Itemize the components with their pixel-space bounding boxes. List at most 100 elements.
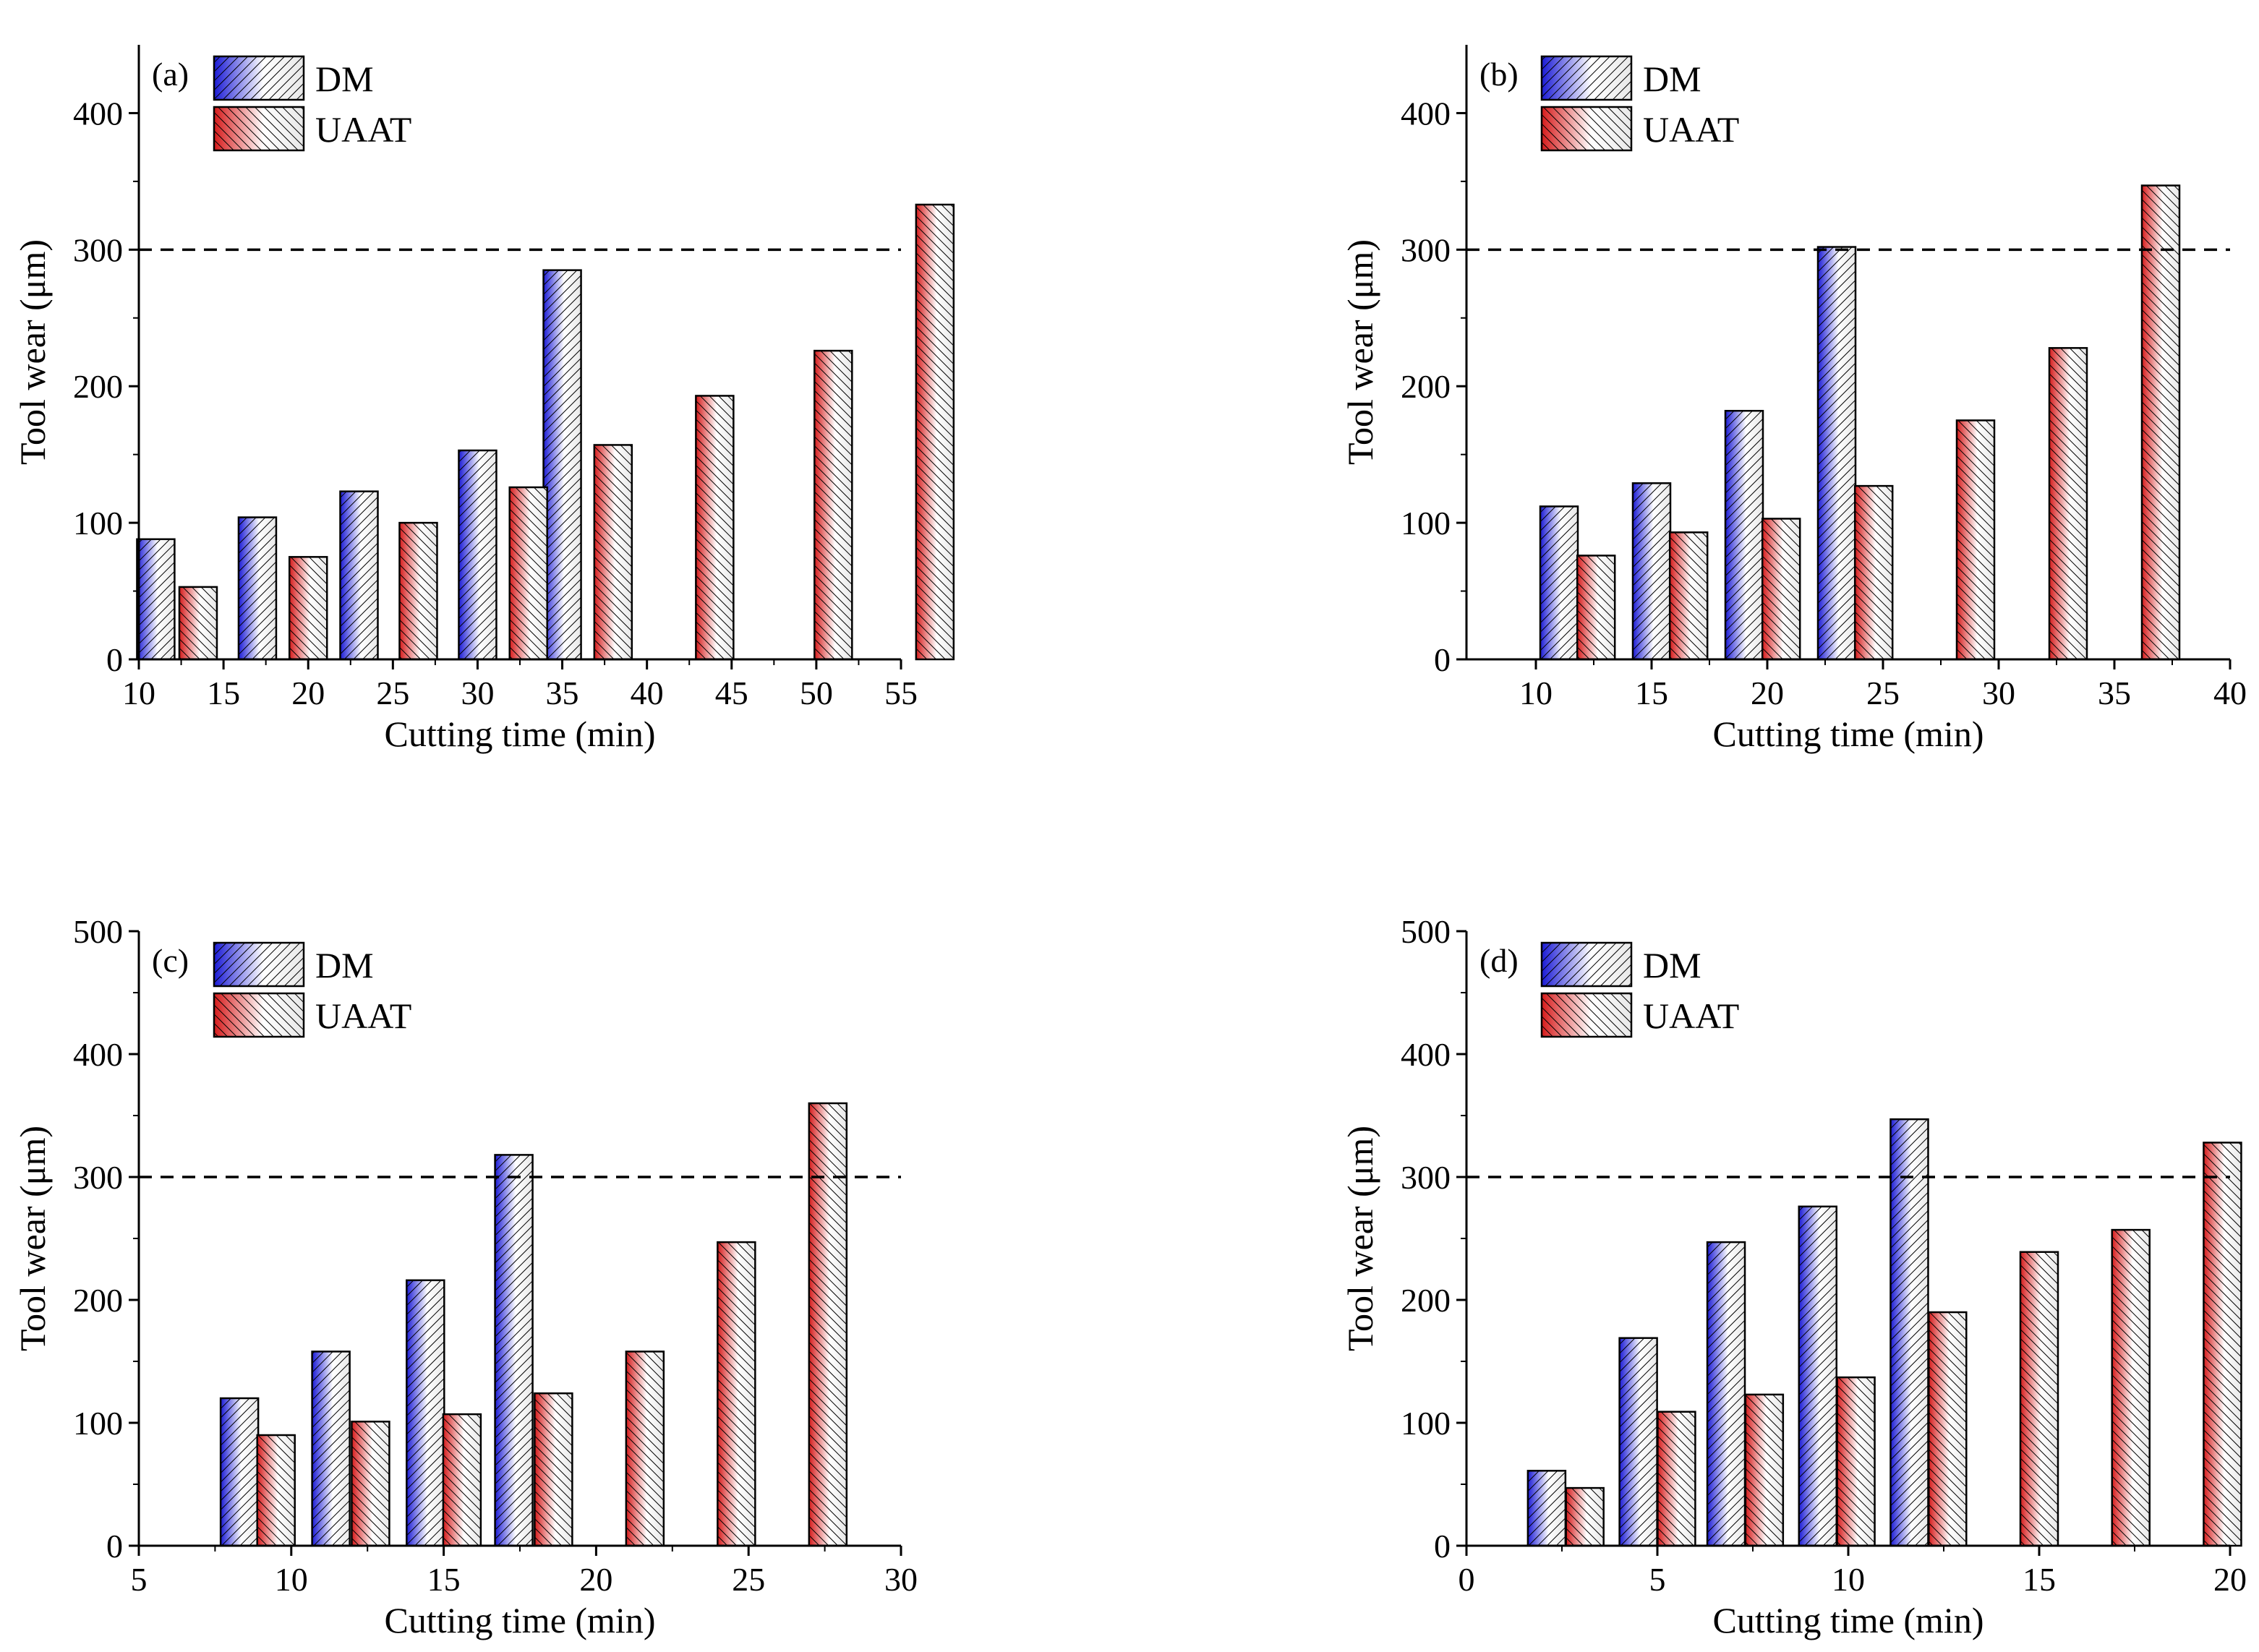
- bar-dm: [1798, 1205, 1838, 1547]
- y-tick-label: 400: [1401, 95, 1451, 132]
- bar-dm: [311, 1351, 351, 1547]
- x-tick-label: 20: [579, 1561, 612, 1598]
- x-tick-label: 40: [2213, 675, 2247, 711]
- y-tick-label: 400: [73, 1036, 123, 1073]
- bar-dm: [494, 1154, 534, 1547]
- bar-uaat: [2111, 1228, 2151, 1547]
- panel-label: (a): [152, 56, 189, 93]
- x-tick-label: 20: [291, 675, 325, 711]
- y-tick-label: 300: [1401, 1159, 1451, 1196]
- bar-dm: [339, 490, 379, 661]
- x-tick-label: 20: [1751, 675, 1784, 711]
- bar-uaat: [1565, 1486, 1605, 1547]
- bar-dm: [1526, 1470, 1567, 1547]
- y-tick-label: 0: [106, 641, 123, 678]
- x-tick-label: 35: [546, 675, 579, 711]
- legend-label-uaat: UAAT: [1643, 996, 1739, 1036]
- legend-item-dm: DM: [213, 941, 374, 988]
- y-tick-label: 200: [73, 368, 123, 405]
- y-tick-label: 100: [73, 1405, 123, 1442]
- bar-uaat: [1744, 1393, 1785, 1547]
- x-tick-label: 20: [2213, 1561, 2247, 1598]
- x-tick-label: 10: [1519, 675, 1553, 711]
- y-tick-label: 0: [106, 1528, 123, 1565]
- x-tick-label: 45: [715, 675, 748, 711]
- x-tick-label: 40: [631, 675, 664, 711]
- bar-uaat: [351, 1421, 390, 1547]
- legend-item-dm: DM: [213, 55, 374, 101]
- bar-uaat: [1955, 419, 1996, 661]
- chart-panel-3: 0 100 200 300 400 500 5 10 15 20 25 30 Cutting time …: [12, 913, 918, 1640]
- bar-dm: [542, 269, 582, 661]
- bar-uaat: [1928, 1311, 1968, 1547]
- bar-dm: [237, 516, 278, 661]
- x-tick-label: 25: [1866, 675, 1900, 711]
- bar-uaat: [808, 1102, 848, 1547]
- y-axis-title: Tool wear (μm): [12, 1126, 53, 1351]
- x-tick-label: 10: [275, 1561, 308, 1598]
- y-tick-label: 200: [1401, 368, 1451, 405]
- x-tick-label: 25: [376, 675, 409, 711]
- y-tick-label: 300: [73, 231, 123, 268]
- x-tick-label: 50: [800, 675, 833, 711]
- bar-dm: [219, 1397, 260, 1547]
- y-tick-label: 0: [1434, 641, 1451, 678]
- legend-label-dm: DM: [1643, 945, 1701, 985]
- chart-panel-1: 0 100 200 300 400 10 15 20 25 30 35 40 45 50 55 Cutting…: [12, 45, 955, 754]
- y-tick-label: 400: [1401, 1036, 1451, 1073]
- y-tick-label: 100: [1401, 505, 1451, 542]
- chart-panel-2: 0 100 200 300 400 10 15 20 25 30 35 40 Cutting time …: [1340, 45, 2247, 754]
- legend: DM UAAT: [1540, 55, 1739, 152]
- bar-uaat: [256, 1434, 296, 1547]
- y-axis-title: Tool wear (μm): [1340, 1126, 1380, 1351]
- bar-dm: [1889, 1118, 1929, 1547]
- legend-label-dm: DM: [315, 945, 374, 985]
- y-tick-label: 300: [73, 1159, 123, 1196]
- legend-item-dm: DM: [1540, 55, 1701, 101]
- legend: DM UAAT: [1540, 941, 1739, 1038]
- x-tick-label: 25: [732, 1561, 765, 1598]
- x-tick-label: 15: [207, 675, 240, 711]
- panel-label: (d): [1479, 942, 1519, 979]
- bar-dm: [1706, 1241, 1746, 1547]
- legend-label-dm: DM: [315, 59, 374, 99]
- x-tick-label: 30: [1982, 675, 2015, 711]
- bar-uaat: [288, 556, 328, 661]
- x-tick-label: 55: [884, 675, 918, 711]
- bar-uaat: [593, 444, 633, 661]
- legend-label-dm: DM: [1643, 59, 1701, 99]
- bar-uaat: [1853, 484, 1894, 661]
- bar-uaat: [2019, 1251, 2059, 1547]
- bar-uaat: [915, 203, 955, 661]
- bar-dm: [1816, 246, 1857, 661]
- bar-uaat: [2203, 1142, 2242, 1547]
- x-tick-label: 30: [461, 675, 494, 711]
- x-tick-label: 15: [427, 1561, 461, 1598]
- legend-item-dm: DM: [1540, 941, 1701, 988]
- bar-uaat: [2140, 184, 2181, 661]
- x-axis-title: Cutting time (min): [385, 714, 656, 754]
- x-tick-label: 0: [1459, 1561, 1475, 1598]
- y-axis-title: Tool wear (μm): [1340, 239, 1380, 465]
- bar-uaat: [398, 521, 438, 661]
- bar-dm: [1631, 482, 1672, 661]
- y-tick-label: 400: [73, 95, 123, 132]
- y-tick-label: 200: [73, 1282, 123, 1319]
- bar-uaat: [814, 349, 853, 661]
- bar-uaat: [695, 395, 735, 661]
- x-tick-label: 5: [1649, 1561, 1666, 1598]
- bar-dm: [1618, 1337, 1658, 1547]
- x-tick-label: 15: [1635, 675, 1668, 711]
- x-axis-title: Cutting time (min): [1713, 714, 1984, 754]
- y-tick-label: 100: [73, 505, 123, 542]
- x-tick-label: 10: [122, 675, 155, 711]
- bar-uaat: [1761, 518, 1801, 661]
- x-tick-label: 35: [2098, 675, 2131, 711]
- bar-dm: [1724, 409, 1764, 661]
- x-tick-label: 15: [2023, 1561, 2056, 1598]
- bar-uaat: [508, 486, 548, 661]
- chart-panel-4: 0 100 200 300 400 500 0 5 10 15 20 Cutting time (mi…: [1340, 913, 2247, 1640]
- y-tick-label: 500: [1401, 913, 1451, 950]
- legend: DM UAAT: [213, 55, 411, 152]
